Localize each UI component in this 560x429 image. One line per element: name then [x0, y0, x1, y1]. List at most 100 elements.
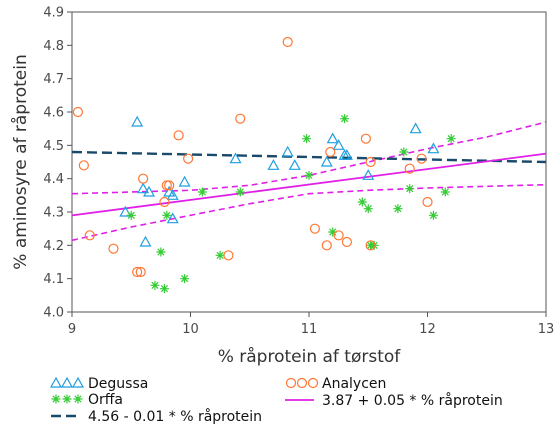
analycen-point — [84, 230, 95, 241]
legend-symbol — [51, 394, 61, 404]
analycen-point — [325, 146, 336, 158]
legend-label-fit-2: 3.87 + 0.05 * % råprotein — [322, 392, 503, 409]
orffa-point — [180, 274, 190, 284]
analycen-point — [309, 223, 321, 234]
orffa-point — [340, 114, 350, 124]
y-tick-label: 4.1 — [43, 272, 64, 287]
y-tick-label: 4.4 — [43, 172, 64, 187]
analycen-point — [321, 240, 332, 251]
analycen-point — [341, 236, 353, 248]
degussa-point — [166, 189, 179, 200]
confidence-band-layer — [71, 121, 547, 242]
plot-frame — [71, 11, 547, 313]
orffa-point — [304, 170, 314, 180]
degussa-point — [137, 182, 150, 194]
degussa-point — [326, 132, 339, 144]
orffa-point — [440, 187, 450, 197]
analycen-point — [173, 130, 184, 141]
degussa-point — [427, 142, 440, 154]
orffa-point — [302, 134, 312, 144]
analycen-point — [422, 196, 433, 208]
y-tick-label: 4.7 — [43, 72, 64, 87]
analycen-point — [282, 36, 293, 48]
x-tick-label: 9 — [68, 322, 76, 337]
legend-symbol — [73, 394, 83, 404]
x-axis-title: % råprotein af tørstof — [218, 346, 402, 367]
orffa-point — [159, 284, 169, 294]
y-tick-label: 4.3 — [43, 206, 64, 221]
degussa-point — [139, 235, 152, 247]
orffa-point — [162, 210, 172, 220]
degussa-point — [178, 175, 191, 187]
orffa-point — [156, 247, 166, 257]
analycen-point — [159, 196, 170, 208]
y-tick-label: 4.2 — [43, 239, 64, 254]
analycen-point — [72, 106, 84, 118]
analycen-point — [135, 266, 146, 278]
analycen-point — [360, 133, 371, 144]
degussa-point — [229, 152, 242, 164]
legend-label-degussa: Degussa — [88, 376, 148, 392]
legend-symbol — [60, 376, 74, 388]
analycen-point — [78, 160, 89, 171]
orffa-point — [215, 250, 225, 260]
legend-symbol — [307, 377, 319, 389]
orffa-point — [150, 280, 160, 290]
analycen-point — [235, 113, 246, 124]
legend-symbol — [285, 377, 297, 389]
fit-line-1 — [71, 150, 547, 164]
degussa-point — [281, 145, 294, 157]
orffa-point — [197, 187, 207, 197]
orffa-point — [446, 134, 456, 144]
analycen-point — [132, 266, 143, 278]
orffa-point — [428, 210, 438, 220]
data-points-layer — [72, 36, 456, 294]
y-tick-label: 4.9 — [43, 6, 64, 21]
orffa-point — [393, 204, 403, 214]
degussa-point — [288, 159, 301, 170]
y-tick-label: 4.5 — [43, 139, 64, 154]
degussa-point — [267, 159, 280, 170]
orffa-point — [405, 184, 415, 194]
legend-symbol — [296, 377, 308, 389]
degussa-point — [119, 205, 132, 217]
legend-symbol — [71, 376, 85, 388]
orffa-point — [363, 204, 373, 214]
confidence-band-lower — [71, 183, 547, 242]
legend-label-fit-1: 4.56 - 0.01 * % råprotein — [88, 408, 262, 425]
analycen-point — [138, 173, 149, 184]
x-tick-label: 12 — [419, 322, 436, 337]
orffa-point — [126, 210, 136, 220]
degussa-point — [340, 149, 353, 160]
legend-label-analycen: Analycen — [322, 376, 386, 392]
orffa-point — [328, 227, 338, 237]
x-tick-label: 10 — [182, 322, 199, 337]
y-axis: 4.0 4.1 4.2 4.3 4.4 4.5 4.6 4.7 4.8 4.9 — [43, 6, 72, 321]
orffa-point — [399, 147, 409, 157]
plot-area — [71, 11, 547, 313]
analycen-point — [365, 156, 376, 168]
orffa-point — [235, 187, 245, 197]
degussa-point — [332, 139, 345, 150]
analycen-point — [108, 243, 119, 254]
degussa-point — [131, 115, 144, 127]
y-tick-label: 4.8 — [43, 39, 64, 54]
legend-symbol — [62, 394, 72, 404]
analycen-point — [333, 230, 344, 241]
x-tick-label: 11 — [301, 322, 318, 337]
analycen-point — [365, 240, 376, 251]
x-tick-label: 13 — [538, 322, 555, 337]
analycen-point — [183, 153, 194, 164]
y-tick-label: 4.0 — [43, 306, 64, 321]
orffa-point — [369, 240, 379, 250]
orffa-point — [357, 197, 367, 207]
legend-label-orffa: Orffa — [88, 392, 123, 408]
analycen-point — [164, 180, 175, 191]
degussa-point — [143, 185, 156, 197]
degussa-point — [362, 169, 375, 180]
x-axis: 9 10 11 12 13 — [68, 312, 554, 337]
analycen-point — [416, 153, 427, 164]
analycen-point — [404, 163, 415, 174]
